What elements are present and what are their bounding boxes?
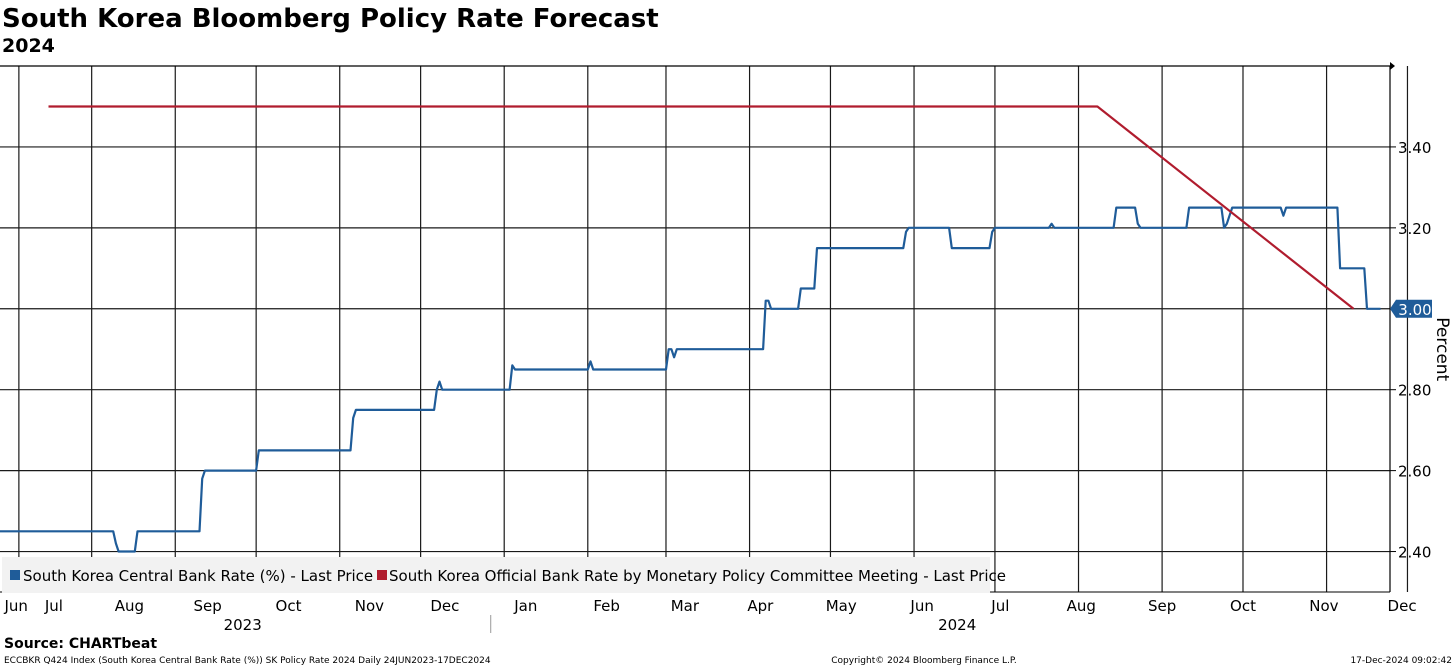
y-tick-label: 3.20 [1398, 220, 1431, 238]
legend-swatch-central-bank-rate [10, 570, 20, 580]
chart-title: South Korea Bloomberg Policy Rate Foreca… [2, 4, 659, 34]
x-tick-label: Jan [513, 597, 537, 615]
y-tick-label: 3.40 [1398, 139, 1431, 157]
y-tick-label: 2.40 [1398, 544, 1431, 562]
plot-frame [0, 62, 1395, 593]
x-tick-label: Jun [909, 597, 933, 615]
x-tick-label: Jul [44, 597, 63, 615]
legend-swatch-official-bank-rate [377, 570, 387, 580]
x-tick-label: Dec [430, 597, 459, 615]
x-year-label: 2024 [938, 616, 976, 634]
x-axis: Jun Jul Aug Sep Oct Nov Dec Jan Feb Mar Apr May Jun J… [3, 597, 1416, 634]
footer-right: 17-Dec-2024 09:02:42 [1350, 656, 1452, 666]
y-tick-label: 2.80 [1398, 382, 1431, 400]
series-line-official-bank-rate [48, 105, 1355, 310]
chart-source: Source: CHARTbeat [4, 636, 157, 652]
legend-label-central-bank-rate: South Korea Central Bank Rate (%) - Last… [23, 567, 373, 585]
x-tick-label: Aug [1067, 597, 1096, 615]
x-tick-label: Nov [355, 597, 384, 615]
x-tick-label: Jun [3, 597, 27, 615]
x-tick-label: Oct [1230, 597, 1256, 615]
y-tick-label: 2.60 [1398, 463, 1431, 481]
last-price-tag [1390, 299, 1432, 318]
series-layer [0, 105, 1381, 553]
legend-background [2, 557, 990, 593]
x-tick-label: Apr [747, 597, 774, 615]
last-price-label: 3.00 [1398, 301, 1431, 319]
x-tick-label: Oct [276, 597, 302, 615]
gridlines [0, 66, 1409, 592]
legend: South Korea Central Bank Rate (%) - Last… [2, 557, 1006, 593]
x-tick-label: May [826, 597, 857, 615]
x-tick-label: Jul [990, 597, 1009, 615]
footer-center: Copyright© 2024 Bloomberg Finance L.P. [831, 656, 1016, 666]
x-year-label: 2023 [224, 616, 262, 634]
chart-subtitle: 2024 [2, 35, 55, 57]
x-tick-label: Sep [1148, 597, 1176, 615]
x-tick-label: Mar [671, 597, 700, 615]
footer-left: ECCBKR Q424 Index (South Korea Central B… [4, 656, 491, 666]
y-axis-arrow [1390, 62, 1395, 70]
x-tick-label: Dec [1388, 597, 1417, 615]
x-tick-label: Sep [193, 597, 221, 615]
x-tick-label: Feb [593, 597, 620, 615]
series-line-central-bank-rate [0, 206, 1381, 553]
x-tick-label: Nov [1309, 597, 1338, 615]
x-tick-label: Aug [115, 597, 144, 615]
legend-label-official-bank-rate: South Korea Official Bank Rate by Moneta… [389, 567, 1006, 585]
y-axis-title: Percent [1432, 317, 1452, 381]
